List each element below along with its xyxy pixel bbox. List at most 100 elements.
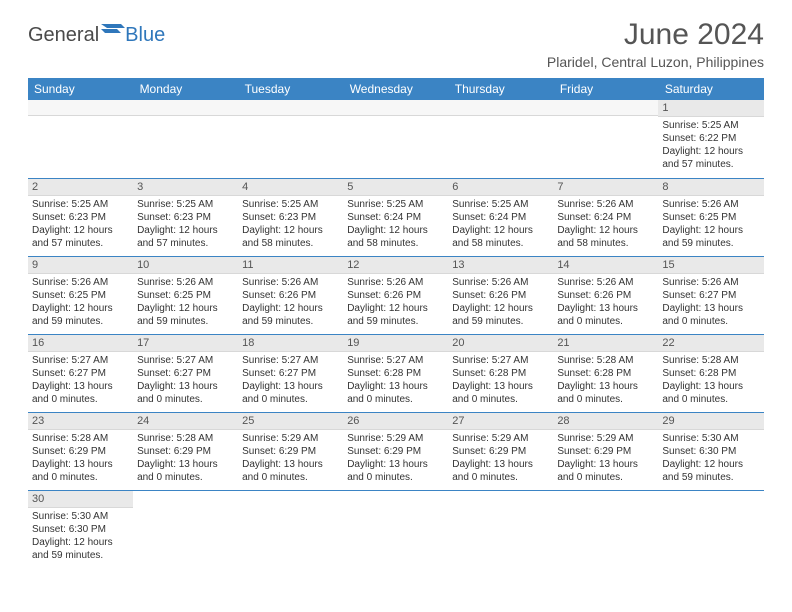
calendar-day-cell: 16Sunrise: 5:27 AMSunset: 6:27 PMDayligh…	[28, 334, 133, 412]
sunrise-line: Sunrise: 5:27 AM	[452, 354, 549, 367]
sunset-line: Sunset: 6:24 PM	[557, 211, 654, 224]
sunrise-line: Sunrise: 5:28 AM	[662, 354, 759, 367]
day-content: Sunrise: 5:29 AMSunset: 6:29 PMDaylight:…	[448, 430, 553, 486]
sunset-line: Sunset: 6:23 PM	[137, 211, 234, 224]
calendar-row: 1Sunrise: 5:25 AMSunset: 6:22 PMDaylight…	[28, 100, 764, 178]
day-content: Sunrise: 5:27 AMSunset: 6:27 PMDaylight:…	[28, 352, 133, 408]
sunset-line: Sunset: 6:25 PM	[32, 289, 129, 302]
calendar-day-cell: 29Sunrise: 5:30 AMSunset: 6:30 PMDayligh…	[658, 412, 763, 490]
day-content: Sunrise: 5:27 AMSunset: 6:27 PMDaylight:…	[238, 352, 343, 408]
sunset-line: Sunset: 6:27 PM	[32, 367, 129, 380]
logo-text-blue: Blue	[125, 24, 165, 47]
day-number: 20	[448, 335, 553, 352]
day-content: Sunrise: 5:27 AMSunset: 6:28 PMDaylight:…	[343, 352, 448, 408]
day-content: Sunrise: 5:25 AMSunset: 6:24 PMDaylight:…	[343, 196, 448, 252]
sunrise-line: Sunrise: 5:29 AM	[452, 432, 549, 445]
sunrise-line: Sunrise: 5:27 AM	[32, 354, 129, 367]
calendar-empty-cell	[238, 100, 343, 178]
sunset-line: Sunset: 6:24 PM	[347, 211, 444, 224]
day-content: Sunrise: 5:26 AMSunset: 6:25 PMDaylight:…	[28, 274, 133, 330]
daylight-line: Daylight: 12 hours and 58 minutes.	[452, 224, 549, 250]
sunset-line: Sunset: 6:27 PM	[137, 367, 234, 380]
sunset-line: Sunset: 6:28 PM	[347, 367, 444, 380]
weekday-header: Sunday	[28, 78, 133, 100]
daylight-line: Daylight: 13 hours and 0 minutes.	[242, 458, 339, 484]
daylight-line: Daylight: 12 hours and 59 minutes.	[137, 302, 234, 328]
calendar-day-cell: 8Sunrise: 5:26 AMSunset: 6:25 PMDaylight…	[658, 178, 763, 256]
daylight-line: Daylight: 12 hours and 58 minutes.	[557, 224, 654, 250]
weekday-header: Thursday	[448, 78, 553, 100]
calendar-document: General Blue June 2024 Plaridel, Central…	[0, 0, 792, 592]
day-content: Sunrise: 5:25 AMSunset: 6:24 PMDaylight:…	[448, 196, 553, 252]
sunrise-line: Sunrise: 5:26 AM	[557, 276, 654, 289]
daylight-line: Daylight: 12 hours and 59 minutes.	[662, 458, 759, 484]
daylight-line: Daylight: 12 hours and 58 minutes.	[242, 224, 339, 250]
sunset-line: Sunset: 6:29 PM	[347, 445, 444, 458]
calendar-day-cell: 10Sunrise: 5:26 AMSunset: 6:25 PMDayligh…	[133, 256, 238, 334]
calendar-empty-cell	[448, 100, 553, 178]
day-content: Sunrise: 5:30 AMSunset: 6:30 PMDaylight:…	[28, 508, 133, 564]
day-number: 25	[238, 413, 343, 430]
calendar-empty-cell	[28, 100, 133, 178]
day-number: 28	[553, 413, 658, 430]
day-number: 2	[28, 179, 133, 196]
sunset-line: Sunset: 6:29 PM	[242, 445, 339, 458]
title-block: June 2024 Plaridel, Central Luzon, Phili…	[547, 18, 764, 70]
day-content: Sunrise: 5:26 AMSunset: 6:27 PMDaylight:…	[658, 274, 763, 330]
calendar-day-cell: 24Sunrise: 5:28 AMSunset: 6:29 PMDayligh…	[133, 412, 238, 490]
day-number: 7	[553, 179, 658, 196]
daylight-line: Daylight: 13 hours and 0 minutes.	[32, 458, 129, 484]
daylight-line: Daylight: 13 hours and 0 minutes.	[662, 380, 759, 406]
day-content: Sunrise: 5:25 AMSunset: 6:23 PMDaylight:…	[133, 196, 238, 252]
day-number: 12	[343, 257, 448, 274]
weekday-header: Saturday	[658, 78, 763, 100]
sunset-line: Sunset: 6:29 PM	[137, 445, 234, 458]
day-number: 5	[343, 179, 448, 196]
day-number: 4	[238, 179, 343, 196]
calendar-empty-cell	[553, 100, 658, 178]
header: General Blue June 2024 Plaridel, Central…	[28, 18, 764, 70]
sunset-line: Sunset: 6:24 PM	[452, 211, 549, 224]
daylight-line: Daylight: 13 hours and 0 minutes.	[137, 458, 234, 484]
weekday-header: Tuesday	[238, 78, 343, 100]
empty-day-bar	[553, 100, 658, 116]
sunset-line: Sunset: 6:25 PM	[137, 289, 234, 302]
calendar-day-cell: 27Sunrise: 5:29 AMSunset: 6:29 PMDayligh…	[448, 412, 553, 490]
calendar-day-cell: 21Sunrise: 5:28 AMSunset: 6:28 PMDayligh…	[553, 334, 658, 412]
weekday-header-row: SundayMondayTuesdayWednesdayThursdayFrid…	[28, 78, 764, 100]
month-title: June 2024	[547, 18, 764, 52]
calendar-empty-cell	[658, 490, 763, 568]
flag-icon	[101, 22, 127, 45]
sunset-line: Sunset: 6:28 PM	[662, 367, 759, 380]
day-content: Sunrise: 5:26 AMSunset: 6:25 PMDaylight:…	[658, 196, 763, 252]
sunset-line: Sunset: 6:27 PM	[242, 367, 339, 380]
daylight-line: Daylight: 13 hours and 0 minutes.	[557, 302, 654, 328]
sunset-line: Sunset: 6:28 PM	[557, 367, 654, 380]
sunrise-line: Sunrise: 5:28 AM	[32, 432, 129, 445]
calendar-day-cell: 23Sunrise: 5:28 AMSunset: 6:29 PMDayligh…	[28, 412, 133, 490]
weekday-header: Monday	[133, 78, 238, 100]
weekday-header: Friday	[553, 78, 658, 100]
sunrise-line: Sunrise: 5:25 AM	[137, 198, 234, 211]
sunrise-line: Sunrise: 5:26 AM	[347, 276, 444, 289]
day-number: 10	[133, 257, 238, 274]
daylight-line: Daylight: 12 hours and 59 minutes.	[32, 302, 129, 328]
calendar-day-cell: 30Sunrise: 5:30 AMSunset: 6:30 PMDayligh…	[28, 490, 133, 568]
day-content: Sunrise: 5:29 AMSunset: 6:29 PMDaylight:…	[553, 430, 658, 486]
calendar-day-cell: 25Sunrise: 5:29 AMSunset: 6:29 PMDayligh…	[238, 412, 343, 490]
logo: General Blue	[28, 24, 165, 47]
sunset-line: Sunset: 6:26 PM	[242, 289, 339, 302]
calendar-row: 16Sunrise: 5:27 AMSunset: 6:27 PMDayligh…	[28, 334, 764, 412]
calendar-day-cell: 7Sunrise: 5:26 AMSunset: 6:24 PMDaylight…	[553, 178, 658, 256]
sunset-line: Sunset: 6:23 PM	[242, 211, 339, 224]
day-number: 27	[448, 413, 553, 430]
calendar-day-cell: 19Sunrise: 5:27 AMSunset: 6:28 PMDayligh…	[343, 334, 448, 412]
sunrise-line: Sunrise: 5:25 AM	[452, 198, 549, 211]
calendar-row: 23Sunrise: 5:28 AMSunset: 6:29 PMDayligh…	[28, 412, 764, 490]
calendar-day-cell: 26Sunrise: 5:29 AMSunset: 6:29 PMDayligh…	[343, 412, 448, 490]
day-number: 23	[28, 413, 133, 430]
sunrise-line: Sunrise: 5:27 AM	[137, 354, 234, 367]
calendar-row: 9Sunrise: 5:26 AMSunset: 6:25 PMDaylight…	[28, 256, 764, 334]
day-content: Sunrise: 5:28 AMSunset: 6:29 PMDaylight:…	[133, 430, 238, 486]
calendar-day-cell: 22Sunrise: 5:28 AMSunset: 6:28 PMDayligh…	[658, 334, 763, 412]
